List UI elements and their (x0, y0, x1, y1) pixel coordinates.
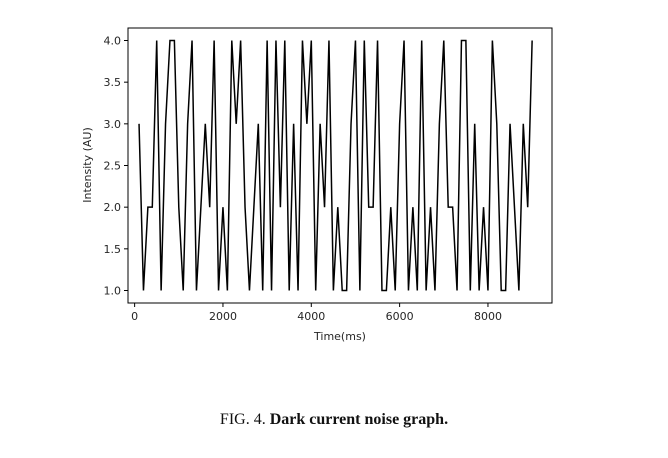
y-tick-label: 3.0 (104, 118, 122, 131)
y-tick-label: 4.0 (104, 35, 122, 48)
y-tick-label: 1.5 (104, 243, 122, 256)
x-tick-label: 2000 (209, 310, 237, 323)
x-axis-ticks: 0 2000 4000 6000 8000 (131, 303, 502, 323)
plot-frame (127, 27, 553, 304)
x-tick-label: 6000 (386, 310, 414, 323)
caption-prefix: FIG. 4. (219, 411, 270, 428)
x-tick-label: 4000 (297, 310, 325, 323)
series-line (138, 39, 533, 292)
figure-caption: FIG. 4. Dark current noise graph. (0, 411, 668, 429)
x-axis-label: Time(ms) (313, 330, 366, 343)
x-tick-label: 0 (131, 310, 138, 323)
y-tick-label: 3.5 (104, 76, 122, 89)
y-tick-label: 2.0 (104, 201, 122, 214)
caption-title: Dark current noise graph. (269, 411, 449, 428)
y-axis-ticks: 1.0 1.5 2.0 2.5 3.0 3.5 4.0 (104, 35, 128, 298)
noise-chart: 0 2000 4000 6000 8000 1.01.52.02.53.03.54.0 … (81, 27, 553, 343)
y-tick-label: 2.5 (104, 160, 122, 173)
y-axis-label: Intensity (AU) (81, 127, 94, 203)
y-tick-label: 1.0 (104, 285, 122, 298)
x-tick-label: 8000 (474, 310, 502, 323)
